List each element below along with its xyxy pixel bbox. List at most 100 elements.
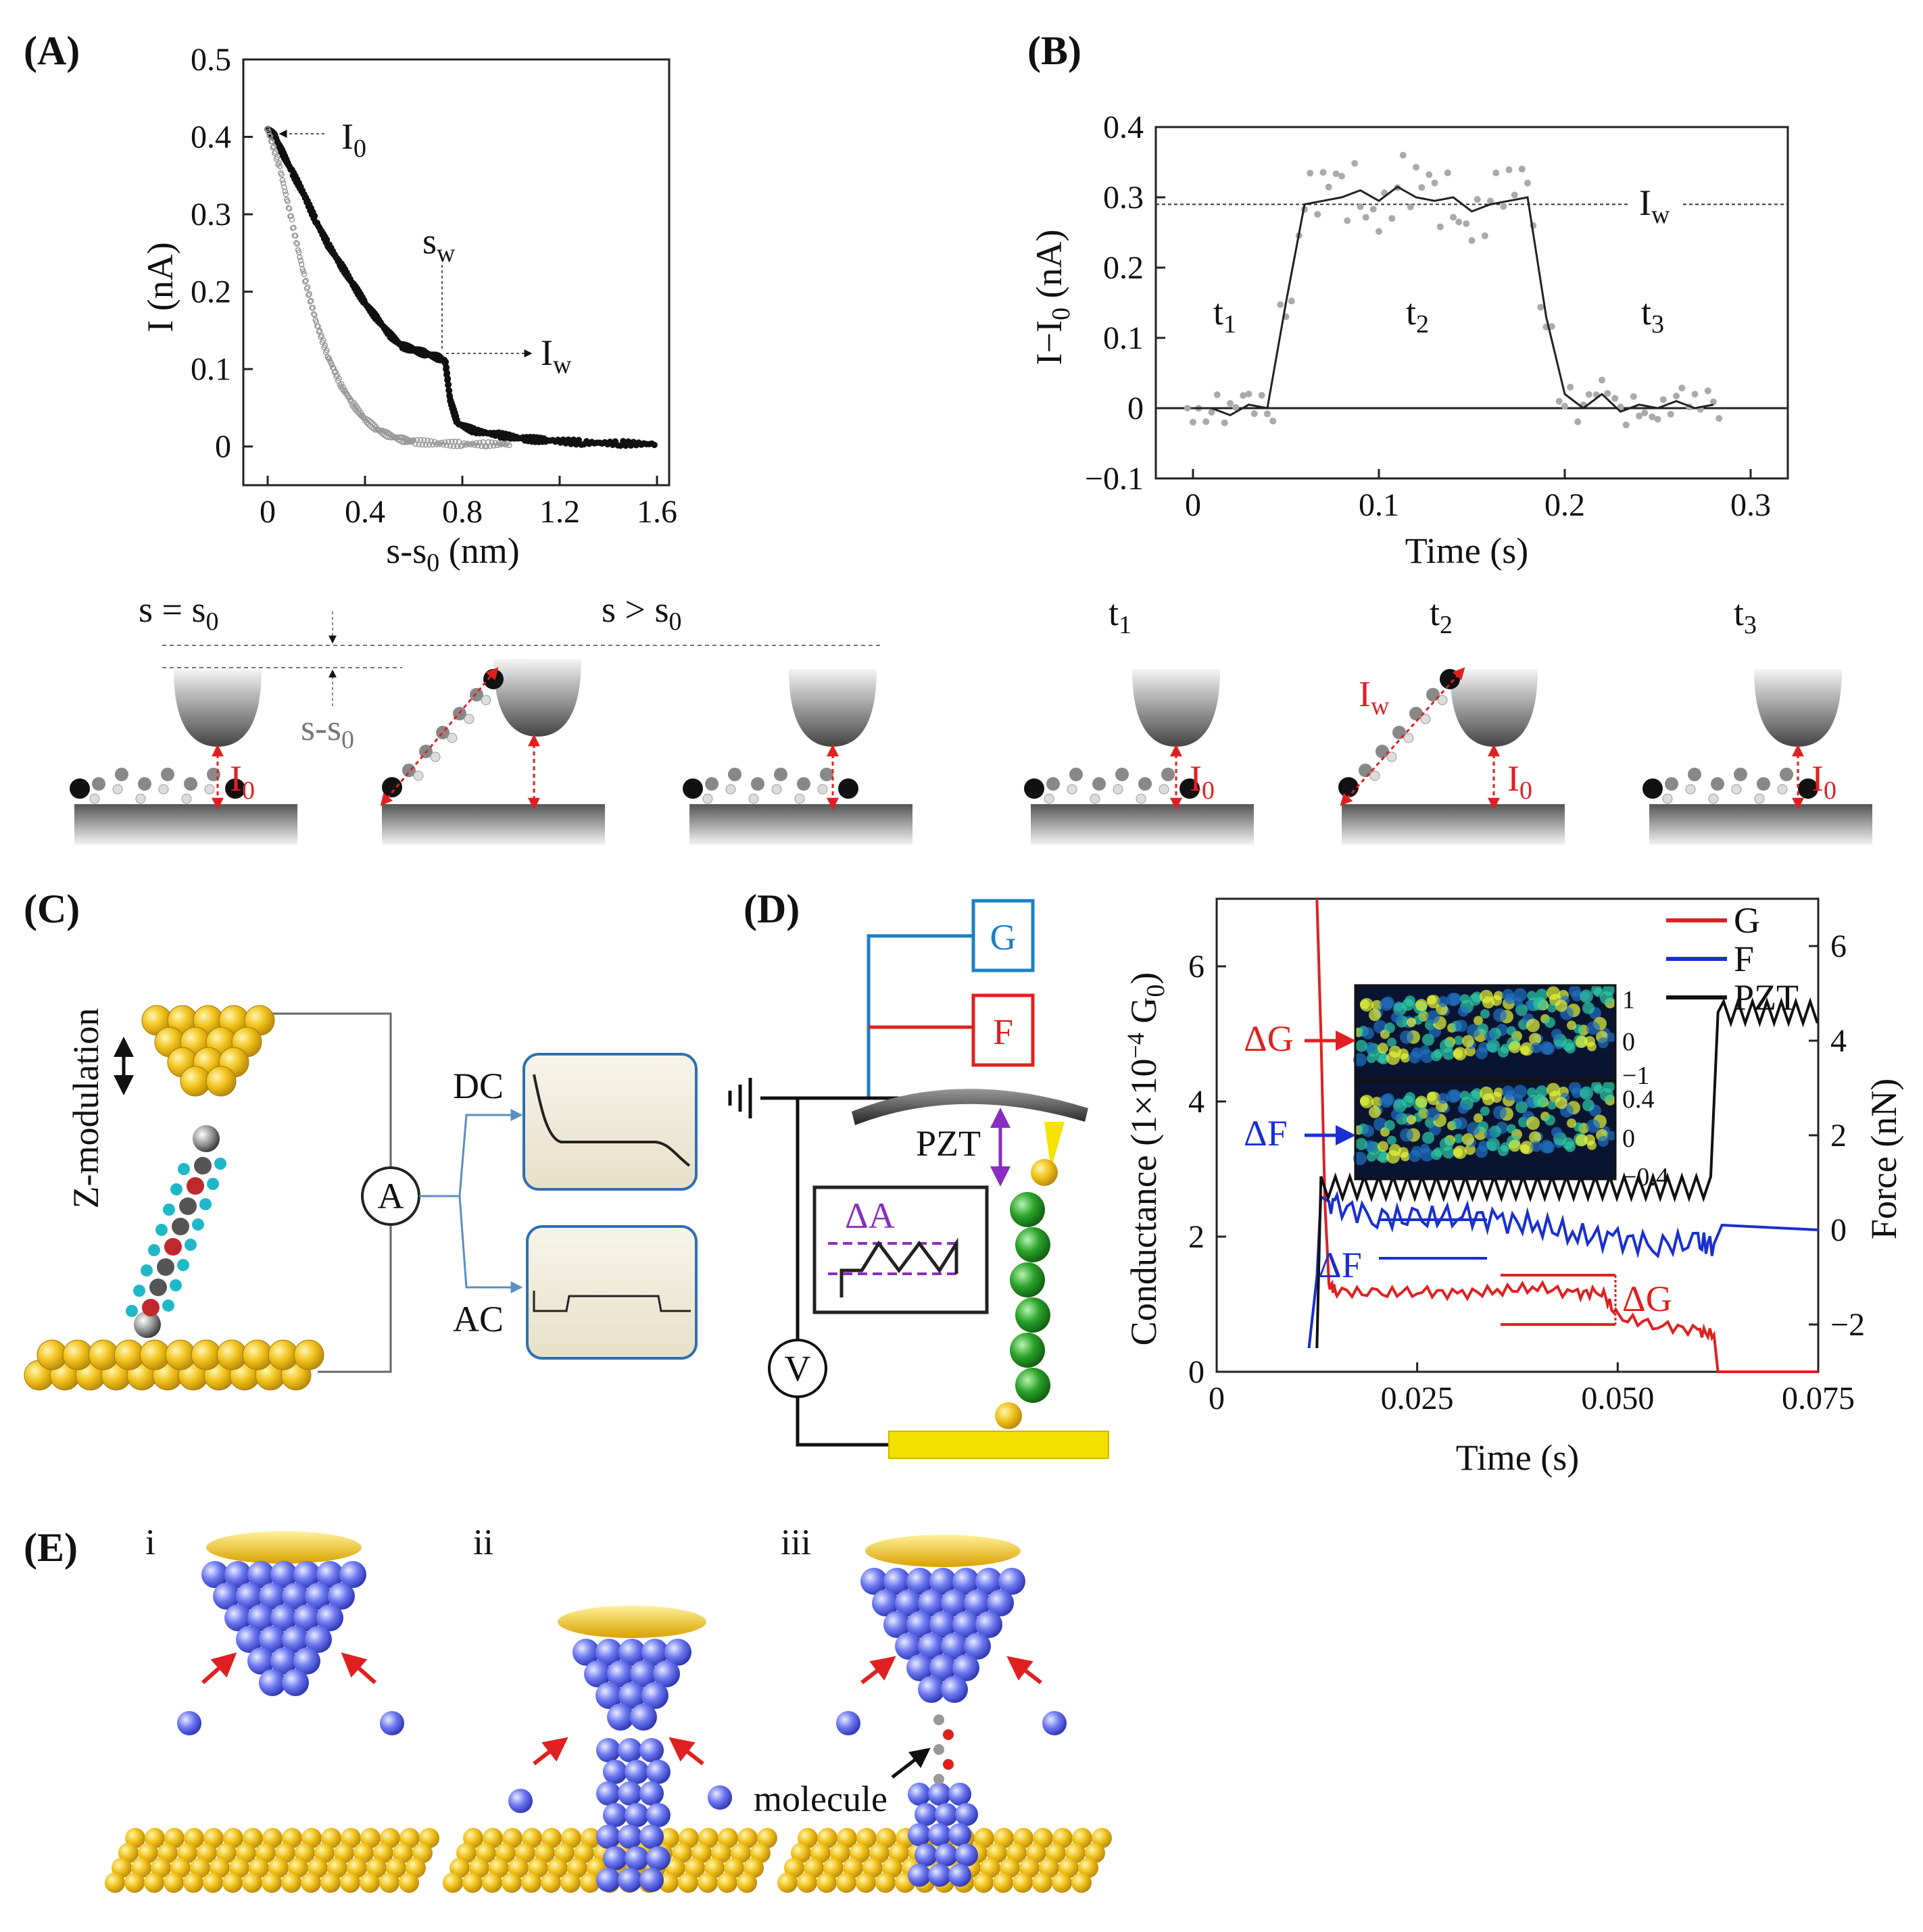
heat-blob xyxy=(1409,1051,1421,1064)
data-point-reference xyxy=(307,298,314,305)
label-t3: t3 xyxy=(1734,593,1757,639)
heat-blob xyxy=(1527,1087,1536,1097)
y-tick-label: 0 xyxy=(1188,1354,1204,1390)
heat-blob xyxy=(1474,1113,1483,1123)
y-tick-label: 6 xyxy=(1188,949,1204,985)
gold-atom xyxy=(293,1339,324,1370)
electrode-atom xyxy=(270,1648,297,1675)
electrode-atom xyxy=(618,1738,642,1762)
heat-blob xyxy=(1387,1037,1396,1047)
substrate xyxy=(1031,804,1254,845)
heat-blob xyxy=(1438,996,1449,1008)
electrode-atom xyxy=(293,1604,320,1631)
heat-blob xyxy=(1360,1096,1369,1106)
data-point-reference xyxy=(283,191,289,197)
panel-d-schematic: G F PZT ΔA V xyxy=(728,899,1109,1459)
panel-b-xlabel: Time (s) xyxy=(1405,530,1529,571)
gold-surface-atom xyxy=(1052,1873,1072,1893)
substrate xyxy=(1342,804,1565,845)
data-point xyxy=(1184,405,1191,412)
heat-blob xyxy=(1376,1051,1388,1064)
anchor-atom xyxy=(1024,778,1044,799)
hydrogen-atom xyxy=(702,793,713,804)
data-point xyxy=(1518,166,1526,173)
stm-tip xyxy=(1754,669,1842,747)
molecule-atom xyxy=(943,1729,954,1740)
data-point-reference xyxy=(442,439,448,445)
carbon-atom xyxy=(142,1299,160,1316)
heat-blob xyxy=(1362,1027,1374,1040)
electrode-atom xyxy=(618,1682,646,1709)
data-point-reference xyxy=(272,149,278,155)
data-point-reference xyxy=(291,224,297,231)
data-point xyxy=(1208,408,1215,416)
data-point-reference xyxy=(506,442,512,449)
electrode-atom xyxy=(201,1561,228,1588)
heat-blob xyxy=(1491,995,1502,1006)
heat-blob xyxy=(1586,1021,1600,1035)
free-atom xyxy=(508,1789,533,1813)
heat-blob xyxy=(1462,1133,1474,1146)
molecule-atom xyxy=(933,1744,944,1755)
data-point xyxy=(1413,164,1419,171)
electrode-atom xyxy=(895,1589,922,1616)
electrode-atom xyxy=(625,1760,649,1784)
heat-blob xyxy=(1384,1022,1395,1033)
gold-atom xyxy=(205,1066,237,1097)
gold-atom xyxy=(114,1339,145,1370)
heat-blob xyxy=(1446,1089,1460,1104)
gold-surface-atom xyxy=(817,1873,837,1893)
electrode-disk xyxy=(865,1535,1021,1567)
hydrogen-atom xyxy=(464,714,474,724)
heat-blob xyxy=(1402,998,1414,1011)
heat-blob xyxy=(1509,1041,1521,1054)
hydrogen-atom xyxy=(1159,784,1169,795)
green-atom xyxy=(1010,1333,1045,1368)
electrode-atom xyxy=(928,1783,951,1806)
heat-blob xyxy=(1415,1095,1428,1108)
heat-blob xyxy=(1387,1135,1396,1145)
x-tick-label: 0.075 xyxy=(1782,1381,1855,1416)
electrode-atom xyxy=(618,1825,642,1849)
carbon-atom xyxy=(1780,768,1793,781)
heat-blob xyxy=(1509,1139,1521,1152)
y2-tick-label: 4 xyxy=(1830,1023,1847,1059)
y-tick-label: 0.5 xyxy=(191,42,231,78)
data-point-reference xyxy=(297,254,303,260)
electrode-atom xyxy=(664,1639,691,1666)
electrode-disk xyxy=(558,1606,706,1638)
carbon-atom xyxy=(1115,768,1129,781)
electrode-atom xyxy=(625,1803,649,1827)
data-point xyxy=(1344,217,1351,224)
x-tick-label: 0 xyxy=(1185,487,1201,523)
hydrogen-atom xyxy=(135,793,146,804)
data-point-reference xyxy=(297,257,304,264)
hydrogen-atom xyxy=(1369,770,1380,781)
substrate xyxy=(888,1431,1109,1459)
heat-blob xyxy=(1598,1037,1609,1049)
heat-blob xyxy=(1513,1093,1523,1104)
panel-d-label: (D) xyxy=(744,887,800,931)
sulfur-atom xyxy=(193,1125,220,1152)
label-ds: s-s0 xyxy=(301,708,354,754)
data-point-reference xyxy=(294,241,300,247)
data-point xyxy=(1258,392,1265,399)
heat-blob xyxy=(1526,1018,1540,1033)
electrode-atom xyxy=(948,1783,971,1806)
inset-tick-label: −0.4 xyxy=(1622,1163,1669,1191)
data-point xyxy=(1250,410,1258,418)
hydrogen-atom xyxy=(177,1259,189,1271)
data-point xyxy=(1436,223,1444,230)
hydrogen-atom xyxy=(170,1279,182,1291)
gold-surface-atom xyxy=(203,1873,223,1893)
heat-blob xyxy=(1555,1097,1567,1110)
heat-blob xyxy=(1580,1086,1593,1100)
heat-blob xyxy=(1420,1143,1430,1154)
gold-surface-atom xyxy=(144,1873,164,1893)
gold-surface-atom xyxy=(973,1873,994,1893)
voltmeter-label: V xyxy=(785,1348,811,1389)
y-tick-label: 0.1 xyxy=(1103,320,1144,356)
electrode-atom xyxy=(646,1846,671,1871)
heat-blob xyxy=(1547,1100,1557,1110)
